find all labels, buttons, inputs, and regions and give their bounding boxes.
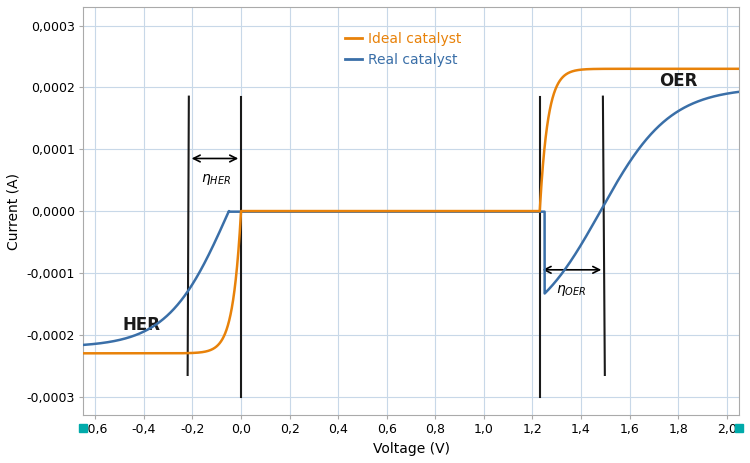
Text: $\eta_{HER}$: $\eta_{HER}$ [200,172,230,187]
Y-axis label: Current (A): Current (A) [7,173,21,250]
Legend: Ideal catalyst, Real catalyst: Ideal catalyst, Real catalyst [339,26,467,72]
Text: $\eta_{OER}$: $\eta_{OER}$ [556,283,586,299]
X-axis label: Voltage (V): Voltage (V) [373,442,449,456]
Text: OER: OER [659,72,698,90]
Text: HER: HER [122,317,160,334]
